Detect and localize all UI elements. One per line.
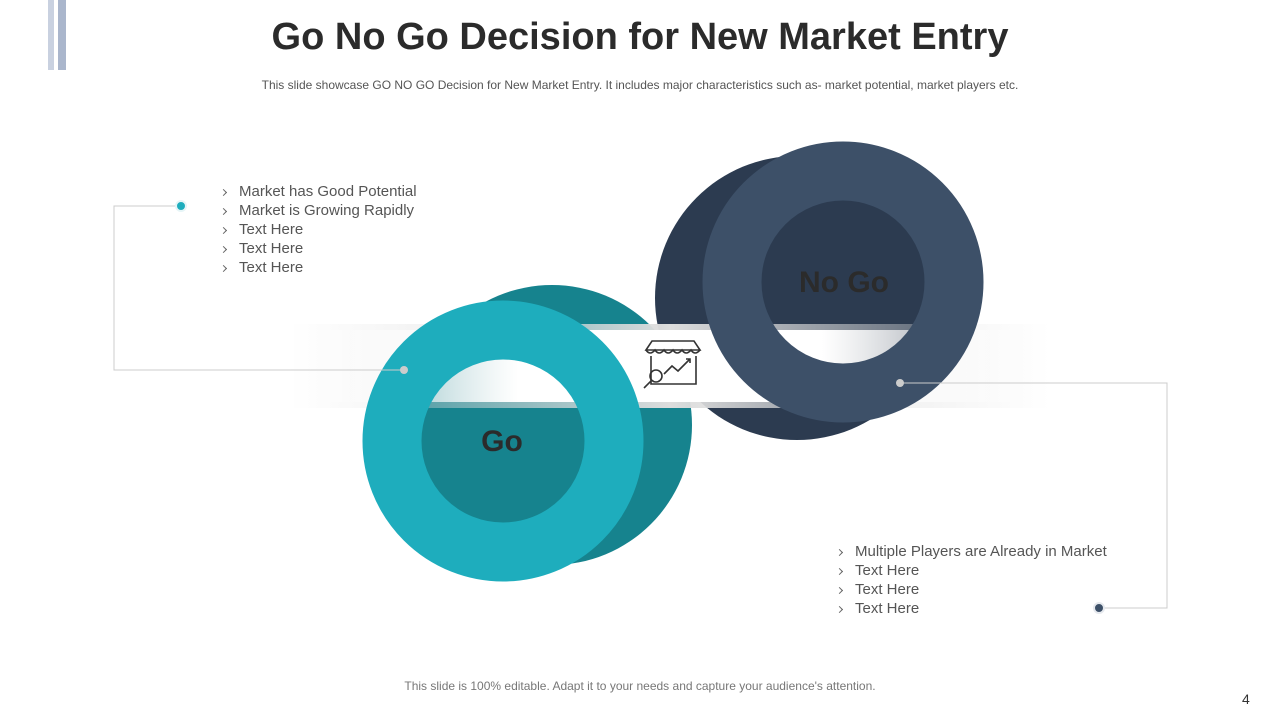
- connector-dot: [896, 379, 904, 387]
- bullet-point: Text Here: [219, 239, 417, 258]
- title: Go No Go Decision for New Market Entry: [271, 16, 1009, 58]
- subtitle: This slide showcase GO NO GO Decision fo…: [261, 78, 1019, 92]
- bullet-point: Text Here: [219, 258, 417, 277]
- bullet-point: Market has Good Potential: [219, 182, 417, 201]
- no-go-points: Multiple Players are Already in Market Te…: [835, 542, 1107, 618]
- bullet-point: Text Here: [835, 599, 1107, 618]
- go-points: Market has Good Potential Market is Growi…: [219, 182, 417, 277]
- connector: [900, 382, 1168, 609]
- footer-note: This slide is 100% editable. Adapt it to…: [404, 679, 876, 693]
- go-label: Go: [481, 425, 523, 458]
- no-go-label: No Go: [799, 266, 889, 299]
- connector: [113, 205, 404, 371]
- market-icon: [643, 340, 702, 389]
- connector-dot: [400, 366, 408, 374]
- connector-dot: [175, 200, 187, 212]
- deco-bar: [48, 0, 54, 70]
- bullet-point: Multiple Players are Already in Market: [835, 542, 1107, 561]
- no-go-ring: [702, 141, 984, 423]
- deco-bar: [58, 0, 66, 70]
- bullet-point: Text Here: [835, 561, 1107, 580]
- bullet-point: Text Here: [219, 220, 417, 239]
- page-number: 4: [1242, 691, 1250, 707]
- bullet-point: Market is Growing Rapidly: [219, 201, 417, 220]
- go-ring: [362, 300, 644, 582]
- bullet-point: Text Here: [835, 580, 1107, 599]
